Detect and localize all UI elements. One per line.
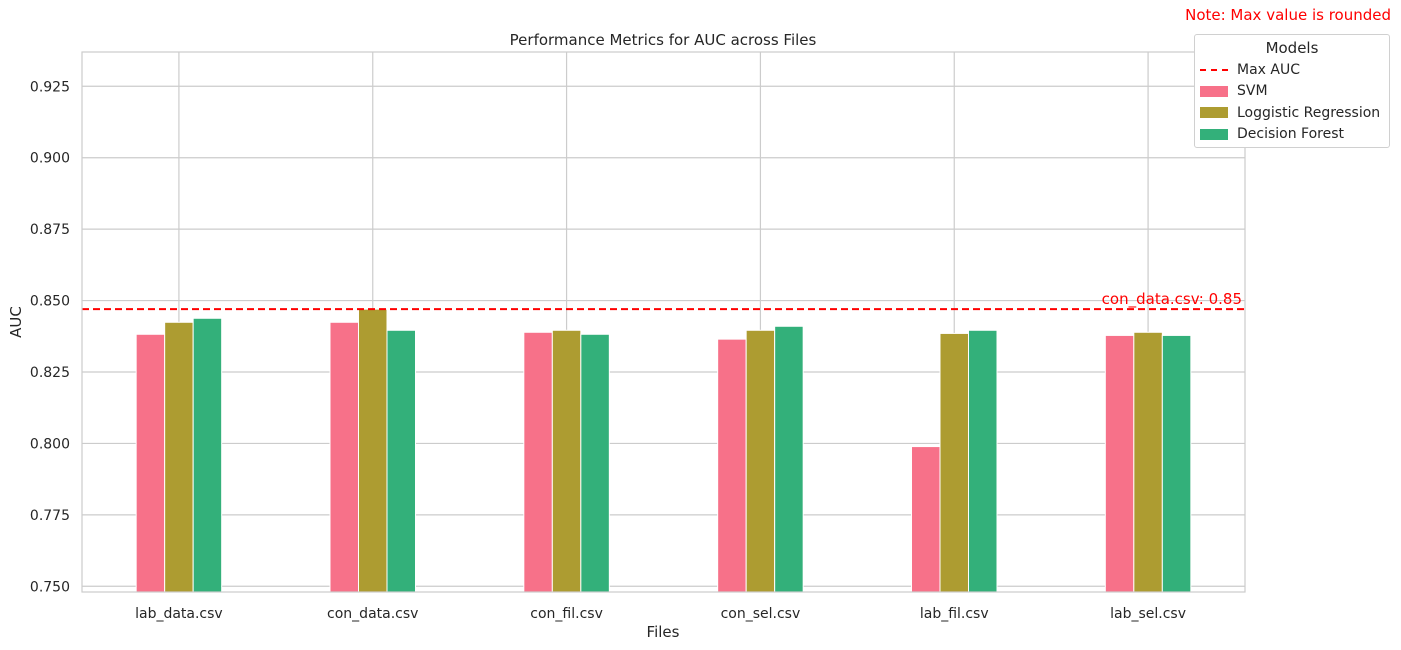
y-tick-label: 0.775	[30, 508, 70, 524]
bar	[911, 446, 941, 593]
x-axis-label: Files	[647, 623, 680, 641]
note-text: Note: Max value is rounded	[1185, 6, 1391, 24]
y-axis-label: AUC	[7, 306, 25, 338]
legend-label: SVM	[1237, 83, 1268, 100]
bar	[1133, 331, 1163, 593]
x-tick-label: lab_fil.csv	[920, 606, 989, 622]
y-tick-label: 0.875	[30, 222, 70, 238]
bar	[580, 333, 610, 593]
legend-label: Decision Forest	[1237, 126, 1345, 143]
bar	[386, 329, 416, 593]
bar	[329, 321, 359, 593]
bars	[135, 308, 1192, 593]
y-tick-label: 0.750	[30, 579, 70, 595]
y-tick-label: 0.925	[30, 79, 70, 95]
legend-title: Models	[1265, 39, 1319, 57]
legend-item-decision-forest: Decision Forest	[1195, 124, 1389, 146]
legend-dashed-line-swatch	[1200, 68, 1228, 71]
y-tick-label: 0.850	[30, 294, 70, 310]
x-tick-label: con_sel.csv	[721, 606, 801, 622]
plot-frame	[81, 51, 1246, 593]
bar	[551, 329, 582, 593]
x-tick-label: con_fil.csv	[530, 606, 603, 622]
legend-color-swatch	[1200, 85, 1228, 97]
bar	[135, 333, 166, 593]
bar	[717, 338, 747, 593]
bar	[523, 331, 553, 593]
bar	[745, 329, 776, 593]
legend-item-logistic-regression: Loggistic Regression	[1195, 102, 1389, 124]
y-tick-label: 0.900	[30, 151, 70, 167]
x-tick-label: lab_sel.csv	[1110, 606, 1186, 622]
bar	[968, 329, 998, 593]
y-tick-label: 0.800	[30, 436, 70, 452]
x-tick-label: lab_data.csv	[135, 606, 223, 622]
bar	[358, 308, 388, 593]
bar	[192, 317, 223, 593]
grid-lines	[82, 52, 1245, 592]
reference-line-group: con_data.csv: 0.85	[82, 290, 1245, 311]
y-tick-label: 0.825	[30, 365, 70, 381]
bar	[939, 332, 969, 593]
legend-label: Loggistic Regression	[1237, 104, 1381, 121]
x-tick-label: con_data.csv	[327, 606, 418, 622]
bar	[774, 325, 804, 593]
bar	[164, 321, 194, 593]
bar	[1104, 334, 1135, 593]
x-tick-labels: lab_data.csv con_data.csv con_fil.csv con_s…	[135, 606, 1186, 622]
bar	[1161, 334, 1192, 593]
legend-label: Max AUC	[1237, 61, 1300, 78]
legend-item-svm: SVM	[1195, 81, 1389, 103]
max-auc-annotation: con_data.csv: 0.85	[1102, 290, 1242, 309]
y-tick-labels: 0.750 0.775 0.800 0.825 0.850 0.875 0.900 0.925	[30, 79, 70, 595]
legend-item-max-auc: Max AUC	[1195, 59, 1389, 81]
chart-title: Performance Metrics for AUC across Files	[510, 31, 817, 49]
legend-color-swatch	[1200, 128, 1228, 140]
legend: Models Max AUC SVM Loggistic Regression …	[1194, 34, 1390, 148]
legend-color-swatch	[1200, 107, 1228, 119]
